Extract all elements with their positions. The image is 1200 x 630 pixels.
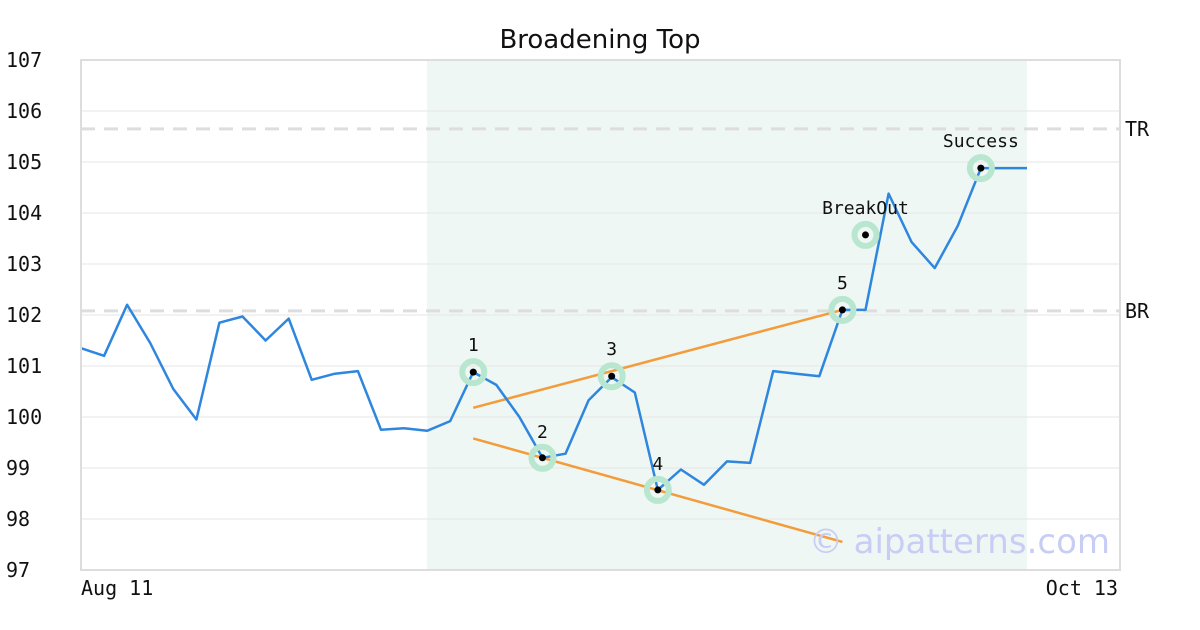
pivot-label: 5 [837,273,848,294]
x-tick-label: Aug 11 [81,576,153,600]
y-tick-label: 104 [6,201,42,225]
y-tick-label: 103 [6,252,42,276]
pivot-halo [966,154,995,183]
level-label: TR [1125,117,1150,141]
pivot-dot [838,306,846,314]
pivot-label: 1 [468,335,479,356]
y-tick-label: 100 [6,405,42,429]
pivot-label: BreakOut [822,198,909,219]
trendline [472,308,843,410]
y-tick-label: 99 [6,456,30,480]
y-tick-label: 98 [6,507,30,531]
level-label: BR [1125,299,1150,323]
y-tick-label: 107 [6,48,42,72]
pivot-label: Success [943,131,1019,152]
y-tick-label: 97 [6,558,30,582]
pivot-dot [861,231,869,239]
pivot-halo [851,220,880,249]
y-tick-label: 102 [6,303,42,327]
chart-title: Broadening Top [499,25,700,55]
pivot-dot [977,164,985,172]
pivot-halo [528,443,557,472]
watermark: © aipatterns.com [809,522,1110,562]
pivot-halo [597,362,626,391]
y-tick-label: 105 [6,150,42,174]
y-tick-label: 101 [6,354,42,378]
y-tick-label: 106 [6,99,42,123]
x-tick-label: Oct 13 [1046,576,1118,600]
pivot-label: 4 [652,454,663,475]
pivot-halo [643,475,672,504]
plot-frame [80,59,1121,571]
pivot-dot [469,368,477,376]
pivot-label: 3 [606,339,617,360]
pivot-dot [538,454,546,462]
pivot-dot [654,486,662,494]
pivot-dot [608,372,616,380]
pivot-label: 2 [537,422,548,443]
pivot-halo [828,295,857,324]
pivot-halo [459,358,488,387]
